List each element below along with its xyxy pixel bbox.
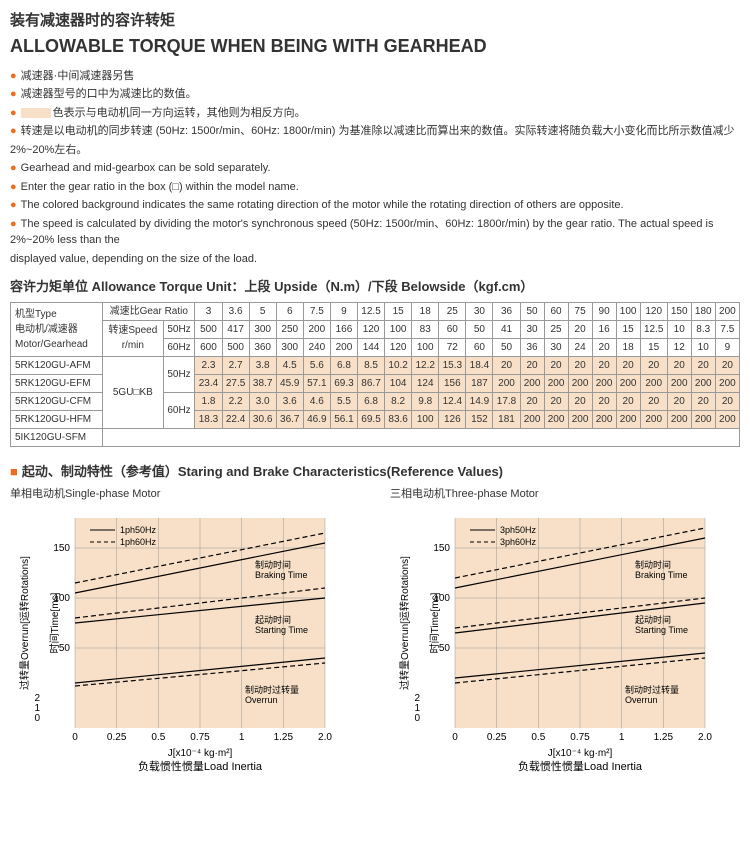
svg-text:Overrun: Overrun [625, 695, 658, 705]
svg-text:0.75: 0.75 [570, 732, 590, 743]
note: 减速器型号的口中为减速比的数值。 [10, 86, 740, 103]
svg-text:时间Time[ms]: 时间Time[ms] [48, 592, 61, 653]
title-cn: 装有减速器时的容许转矩 [10, 10, 740, 33]
svg-text:J[x10⁻⁴ kg·m²]: J[x10⁻⁴ kg·m²] [548, 748, 613, 759]
svg-text:过转量Overrun[运转Rotations]: 过转量Overrun[运转Rotations] [398, 555, 411, 689]
svg-text:2: 2 [414, 693, 420, 704]
note: 转速是以电动机的同步转速 (50Hz: 1500r/min、60Hz: 1800… [10, 123, 740, 140]
svg-text:0.5: 0.5 [151, 732, 165, 743]
svg-text:150: 150 [433, 543, 450, 554]
svg-text:1: 1 [619, 732, 625, 743]
svg-text:制动时过转量: 制动时过转量 [625, 684, 679, 695]
svg-text:制动时间: 制动时间 [255, 559, 291, 570]
svg-text:1ph60Hz: 1ph60Hz [120, 537, 157, 547]
color-swatch [21, 108, 51, 118]
note: The speed is calculated by dividing the … [10, 216, 740, 249]
note-tail: 2%~20%左右。 [10, 142, 740, 159]
svg-text:J[x10⁻⁴ kg·m²]: J[x10⁻⁴ kg·m²] [168, 748, 233, 759]
note: Enter the gear ratio in the box (□) with… [10, 179, 740, 196]
svg-text:0: 0 [452, 732, 458, 743]
svg-text:2.0: 2.0 [318, 732, 332, 743]
svg-text:Braking Time: Braking Time [635, 570, 688, 580]
svg-text:时间Time[ms]: 时间Time[ms] [428, 592, 441, 653]
svg-text:负载惯性惯量Load Inertia: 负载惯性惯量Load Inertia [138, 759, 263, 773]
svg-text:0.75: 0.75 [190, 732, 210, 743]
svg-text:Starting Time: Starting Time [635, 625, 688, 635]
svg-text:Starting Time: Starting Time [255, 625, 308, 635]
svg-text:Braking Time: Braking Time [255, 570, 308, 580]
torque-table: 机型Type 电动机/减速器 Motor/Gearhead减速比Gear Rat… [10, 302, 740, 447]
svg-text:2.0: 2.0 [698, 732, 712, 743]
svg-text:0: 0 [72, 732, 78, 743]
note: Gearhead and mid-gearbox can be sold sep… [10, 160, 740, 177]
svg-text:2: 2 [34, 693, 40, 704]
svg-text:Overrun: Overrun [245, 695, 278, 705]
chart-left: 5010015001200.250.50.7511.252.0过转量Overru… [10, 508, 350, 788]
note-tail: displayed value, depending on the size o… [10, 251, 740, 268]
svg-text:1.25: 1.25 [654, 732, 674, 743]
chart-title-right: 三相电动机Three-phase Motor [390, 486, 740, 503]
svg-text:0.25: 0.25 [107, 732, 127, 743]
svg-text:0.25: 0.25 [487, 732, 507, 743]
svg-text:0: 0 [414, 713, 420, 724]
svg-text:1: 1 [239, 732, 245, 743]
note: The colored background indicates the sam… [10, 197, 740, 214]
chart-title-left: 单相电动机Single-phase Motor [10, 486, 360, 503]
section-brake: ■起动、制动特性（参考值）Staring and Brake Character… [10, 462, 740, 482]
svg-text:起动时间: 起动时间 [635, 614, 671, 625]
title-en: ALLOWABLE TORQUE WHEN BEING WITH GEARHEA… [10, 33, 740, 60]
svg-text:起动时间: 起动时间 [255, 614, 291, 625]
chart-right: 5010015001200.250.50.7511.252.0过转量Overru… [390, 508, 730, 788]
svg-text:1ph50Hz: 1ph50Hz [120, 525, 157, 535]
svg-text:3ph50Hz: 3ph50Hz [500, 525, 537, 535]
torque-title: 容许力矩单位 Allowance Torque Unit：上段 Upside（N… [10, 277, 740, 297]
svg-text:制动时过转量: 制动时过转量 [245, 684, 299, 695]
svg-text:1.25: 1.25 [274, 732, 294, 743]
svg-text:负载惯性惯量Load Inertia: 负载惯性惯量Load Inertia [518, 759, 643, 773]
svg-text:制动时间: 制动时间 [635, 559, 671, 570]
note: 减速器·中间减速器另售 [10, 68, 740, 85]
svg-text:0: 0 [34, 713, 40, 724]
svg-text:过转量Overrun[运转Rotations]: 过转量Overrun[运转Rotations] [18, 555, 31, 689]
note: 色表示与电动机同一方向运转，其他则为相反方向。 [10, 105, 740, 122]
svg-text:1: 1 [34, 703, 40, 714]
svg-text:1: 1 [414, 703, 420, 714]
svg-text:0.5: 0.5 [531, 732, 545, 743]
svg-text:150: 150 [53, 543, 70, 554]
svg-text:3ph60Hz: 3ph60Hz [500, 537, 537, 547]
